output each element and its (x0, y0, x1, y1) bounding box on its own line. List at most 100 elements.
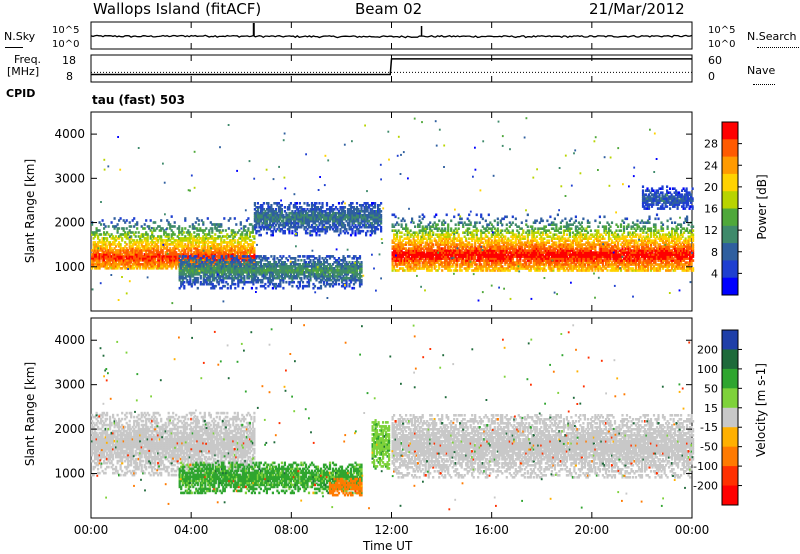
data-cell (103, 243, 106, 246)
data-cell (227, 251, 230, 254)
data-cell (486, 257, 489, 260)
data-cell (222, 273, 225, 276)
data-cell (122, 255, 125, 258)
data-cell (477, 265, 480, 268)
data-cell (346, 267, 350, 270)
data-cell (310, 269, 314, 272)
data-cell (409, 249, 412, 252)
data-cell (358, 276, 362, 280)
data-cell (106, 237, 109, 240)
data-cell (106, 239, 109, 242)
data-cell (276, 269, 279, 272)
data-cell (360, 275, 363, 278)
data-cell (137, 243, 140, 246)
data-cell (411, 251, 414, 254)
data-cell (184, 276, 187, 280)
data-cell (343, 273, 347, 276)
data-cell (331, 211, 335, 215)
data-cell (318, 227, 321, 231)
data-cell (300, 221, 303, 225)
data-cell (289, 221, 292, 225)
data-cell (166, 261, 169, 264)
data-cell (484, 229, 487, 232)
data-cell (251, 255, 254, 258)
data-cell (396, 253, 399, 256)
data-cell (319, 208, 323, 211)
data-cell (445, 267, 448, 270)
data-cell (429, 241, 432, 244)
data-cell (400, 241, 403, 244)
data-cell (109, 259, 112, 262)
data-cell (106, 249, 109, 252)
data-cell (267, 225, 270, 229)
data-cell (205, 259, 208, 262)
data-cell (265, 202, 268, 205)
data-cell (192, 271, 195, 274)
data-cell (380, 213, 383, 217)
data-cell (310, 265, 314, 268)
data-cell (310, 215, 314, 219)
data-cell (225, 273, 228, 276)
data-cell (137, 265, 140, 268)
data-cell (92, 249, 95, 252)
data-cell (444, 257, 447, 260)
data-cell (181, 273, 184, 276)
data-cell (280, 219, 283, 223)
data-cell (222, 265, 225, 268)
data-cell (169, 259, 172, 262)
data-cell (396, 265, 399, 268)
data-cell (421, 239, 424, 242)
data-cell (465, 249, 468, 252)
data-cell (411, 249, 414, 252)
data-cell (197, 229, 200, 232)
data-cell (155, 265, 158, 268)
data-cell (286, 206, 289, 209)
data-cell (433, 253, 436, 256)
data-cell (415, 259, 418, 262)
data-cell (175, 245, 178, 248)
data-cell (433, 265, 436, 268)
data-cell (195, 269, 198, 272)
data-cell (396, 243, 399, 246)
data-cell (256, 269, 259, 272)
data-cell (436, 241, 439, 244)
data-cell (178, 227, 181, 230)
data-cell (255, 210, 258, 213)
data-cell (380, 215, 383, 219)
data-cell (142, 263, 145, 266)
data-cell (262, 225, 265, 229)
data-cell (112, 257, 115, 260)
data-cell (420, 239, 423, 242)
data-cell (343, 263, 347, 266)
data-cell (304, 265, 308, 268)
data-cell (127, 231, 130, 234)
data-cell (220, 237, 223, 240)
data-cell (351, 265, 354, 268)
data-cell (351, 229, 354, 233)
data-cell (444, 237, 447, 240)
data-cell (424, 229, 427, 232)
data-cell (322, 261, 326, 264)
data-cell (151, 251, 154, 254)
data-cell (208, 237, 211, 240)
data-cell (355, 261, 359, 264)
data-cell (348, 215, 351, 219)
data-cell (164, 255, 167, 258)
data-cell (427, 237, 430, 240)
data-cell (340, 215, 344, 219)
data-cell (125, 235, 128, 238)
data-cell (234, 265, 237, 268)
data-cell (100, 233, 103, 236)
data-cell (170, 267, 173, 270)
data-cell (98, 265, 101, 268)
data-cell (369, 233, 372, 237)
data-cell (167, 237, 170, 240)
data-cell (324, 267, 327, 270)
data-cell (371, 231, 374, 235)
data-cell (352, 278, 356, 282)
data-cell (375, 217, 378, 221)
data-cell (193, 231, 196, 234)
data-cell (268, 267, 271, 270)
data-cell (161, 249, 164, 252)
